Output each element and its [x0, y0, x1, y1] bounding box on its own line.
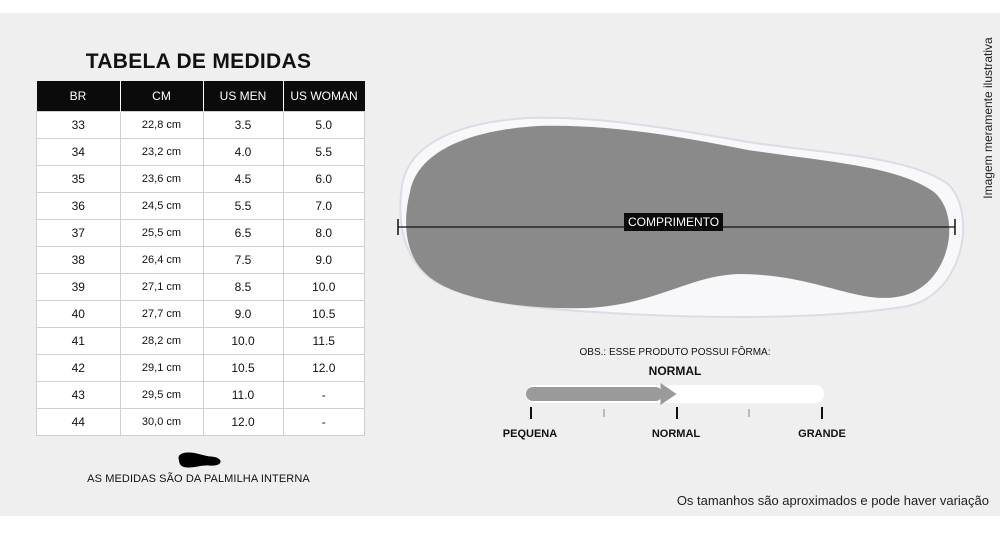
- cell-cm: 28,2 cm: [119, 327, 204, 355]
- scale-label-grande: GRANDE: [798, 428, 846, 440]
- cell-us-woman: 11.5: [282, 327, 365, 355]
- fit-observation: OBS.: ESSE PRODUTO POSSUI FÔRMA:: [579, 347, 771, 358]
- cell-us-woman: -: [282, 381, 365, 409]
- table-row: 36 24,5 cm 5.5 7.0: [36, 192, 365, 220]
- cell-us-woman: -: [282, 408, 365, 436]
- cell-us-men: 4.0: [202, 138, 284, 166]
- cell-br: 43: [36, 381, 121, 409]
- table-row: 35 23,6 cm 4.5 6.0: [36, 165, 365, 193]
- table-row: 44 30,0 cm 12.0-: [36, 408, 365, 436]
- cell-us-men: 5.5: [202, 192, 284, 220]
- size-table-title: TABELA DE MEDIDAS: [85, 50, 312, 73]
- table-row: 41 28,2 cm 10.0 11.5: [36, 327, 365, 355]
- cell-br: 34: [36, 138, 121, 166]
- cell-us-woman: 9.0: [282, 246, 365, 274]
- table-row: 34 23,2 cm 4.0 5.5: [36, 138, 365, 166]
- cell-us-men: 10.0: [202, 327, 284, 355]
- cell-us-woman: 6.0: [282, 165, 365, 193]
- size-disclaimer: Os tamanhos são aproximados e pode haver…: [676, 493, 989, 508]
- cell-cm: 23,6 cm: [119, 165, 204, 193]
- cell-br: 33: [36, 111, 121, 139]
- cell-cm: 25,5 cm: [119, 219, 204, 247]
- table-row: 40 27,7 cm 9.0 10.5: [36, 300, 365, 328]
- cell-cm: 27,7 cm: [119, 300, 204, 328]
- cell-us-men: 7.5: [202, 246, 284, 274]
- cell-us-men: 12.0: [202, 408, 284, 436]
- cell-us-men: 11.0: [202, 381, 284, 409]
- insole-note: AS MEDIDAS SÃO DA PALMILHA INTERNA: [87, 473, 310, 485]
- cell-us-men: 4.5: [202, 165, 284, 193]
- illustrative-note: Imagem meramente ilustrativa: [981, 37, 995, 199]
- cell-br: 35: [36, 165, 121, 193]
- fit-level-arrowhead: [660, 383, 677, 405]
- cell-us-men: 9.0: [202, 300, 284, 328]
- cell-br: 39: [36, 273, 121, 301]
- fit-value: NORMAL: [648, 364, 702, 378]
- cell-us-woman: 10.5: [282, 300, 365, 328]
- fit-level-bar: [526, 387, 663, 401]
- cell-us-woman: 7.0: [282, 192, 365, 220]
- cell-br: 36: [36, 192, 121, 220]
- cell-us-woman: 8.0: [282, 219, 365, 247]
- scale-label-pequena: PEQUENA: [502, 428, 558, 440]
- cell-cm: 26,4 cm: [119, 246, 204, 274]
- length-label: COMPRIMENTO: [624, 213, 724, 231]
- cell-br: 44: [36, 408, 121, 436]
- cell-us-men: 8.5: [202, 273, 284, 301]
- cell-br: 41: [36, 327, 121, 355]
- table-row: 38 26,4 cm 7.5 9.0: [36, 246, 365, 274]
- cell-cm: 29,1 cm: [119, 354, 204, 382]
- header-br: BR: [36, 81, 121, 112]
- cell-cm: 27,1 cm: [119, 273, 204, 301]
- scale-label-normal: NORMAL: [651, 428, 701, 440]
- cell-us-men: 3.5: [202, 111, 284, 139]
- cell-cm: 23,2 cm: [119, 138, 204, 166]
- cell-cm: 22,8 cm: [119, 111, 204, 139]
- cell-us-men: 10.5: [202, 354, 284, 382]
- size-table-body: 33 22,8 cm 3.5 5.0 34 23,2 cm 4.0 5.5 35 23,6 cm 4…: [36, 111, 365, 436]
- cell-br: 42: [36, 354, 121, 382]
- size-table: BR CM US MEN US WOMAN 33 22,8 cm 3.5 5.0 34 2…: [36, 81, 365, 436]
- table-row: 37 25,5 cm 6.5 8.0: [36, 219, 365, 247]
- fit-level-arrow: [526, 383, 677, 405]
- size-table-header: BR CM US MEN US WOMAN: [36, 81, 365, 112]
- cell-br: 40: [36, 300, 121, 328]
- table-row: 42 29,1 cm 10.5 12.0: [36, 354, 365, 382]
- cell-cm: 24,5 cm: [119, 192, 204, 220]
- table-row: 43 29,5 cm 11.0-: [36, 381, 365, 409]
- fit-scale: [526, 383, 824, 419]
- header-us-men: US MEN: [203, 81, 284, 112]
- cell-cm: 30,0 cm: [119, 408, 204, 436]
- cell-us-woman: 5.5: [282, 138, 365, 166]
- table-row: 39 27,1 cm 8.5 10.0: [36, 273, 365, 301]
- header-us-woman: US WOMAN: [283, 81, 365, 112]
- header-cm: CM: [120, 81, 204, 112]
- cell-us-woman: 10.0: [282, 273, 365, 301]
- insole-icon: [178, 452, 221, 468]
- cell-br: 37: [36, 219, 121, 247]
- table-row: 33 22,8 cm 3.5 5.0: [36, 111, 365, 139]
- cell-us-woman: 5.0: [282, 111, 365, 139]
- cell-us-woman: 12.0: [282, 354, 365, 382]
- cell-br: 38: [36, 246, 121, 274]
- cell-us-men: 6.5: [202, 219, 284, 247]
- cell-cm: 29,5 cm: [119, 381, 204, 409]
